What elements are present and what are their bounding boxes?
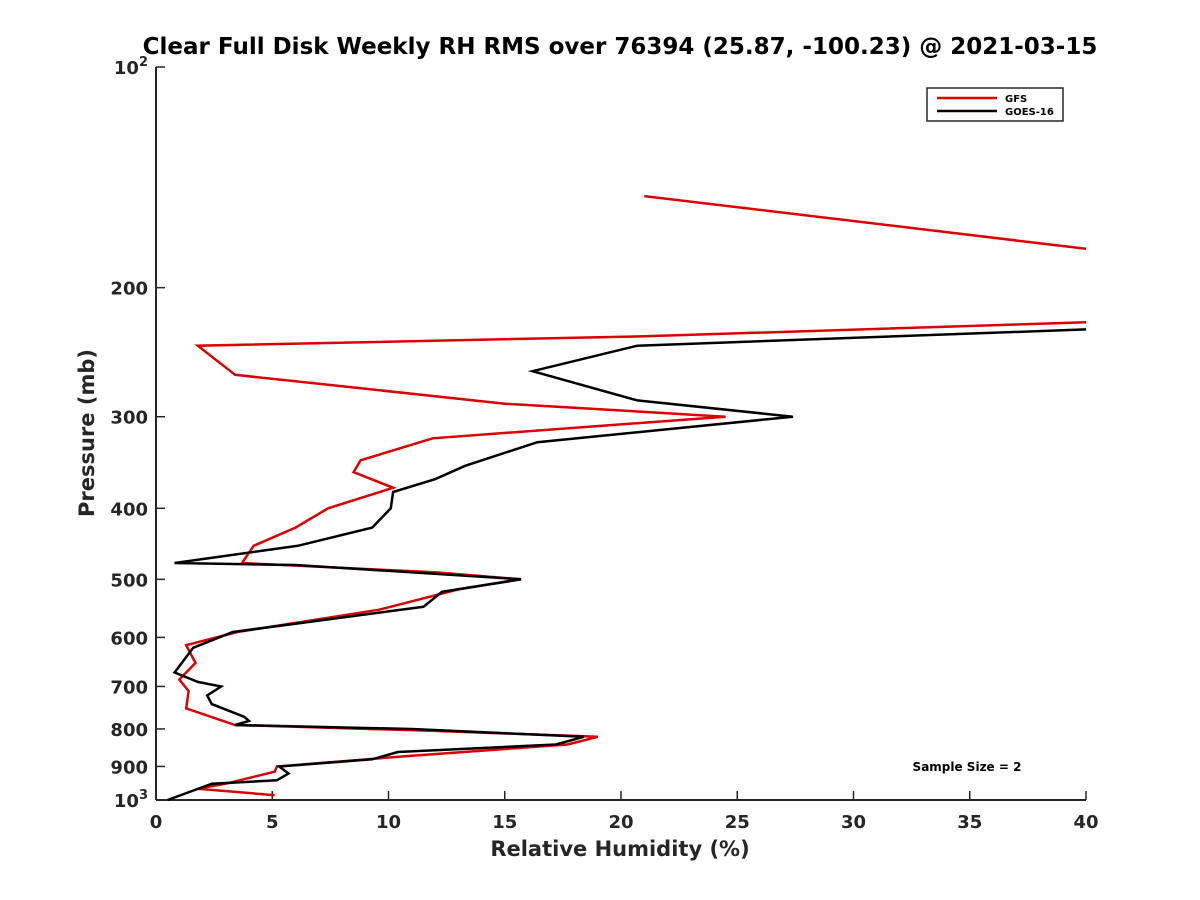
y-tick-label: 200 (110, 279, 148, 300)
x-tick-label: 35 (957, 812, 982, 833)
y-axis-label: Pressure (mb) (75, 349, 99, 517)
legend-entry: GFS (1005, 94, 1027, 105)
x-tick-label: 30 (841, 812, 866, 833)
y-tick-label: 103 (114, 788, 148, 812)
x-tick-label: 0 (150, 812, 163, 833)
x-tick-label: 15 (492, 812, 517, 833)
y-tick-label: 300 (110, 408, 148, 429)
series-line-gfs (644, 194, 1087, 251)
x-tick-label: 10 (376, 812, 401, 833)
y-tick-label: 800 (110, 720, 148, 741)
series-lines (167, 194, 1087, 802)
x-axis-label: Relative Humidity (%) (490, 837, 749, 861)
y-tick-label-base: 10 (114, 58, 139, 79)
x-tick-label: 40 (1073, 812, 1098, 833)
y-tick-label: 500 (110, 570, 148, 591)
axes: 0 5 10 15 20 25 30 35 40102200300400500600700800… (110, 55, 1098, 833)
y-tick-label: 900 (110, 757, 148, 778)
legend-entry: GOES-16 (1005, 107, 1054, 118)
legend: GFS GOES-16 (926, 87, 1064, 122)
y-tick-label: 600 (110, 628, 148, 649)
x-tick-label: 5 (266, 812, 279, 833)
legend-box (926, 87, 1064, 122)
chart-title: Clear Full Disk Weekly RH RMS over 76394… (143, 34, 1098, 60)
x-tick-label: 20 (608, 812, 633, 833)
y-tick-label: 102 (114, 55, 148, 79)
y-tick-label-base: 10 (114, 791, 139, 812)
y-tick-label-exponent: 3 (139, 788, 148, 803)
series-line-goes-16 (167, 328, 1087, 802)
x-tick-label: 25 (725, 812, 750, 833)
y-tick-label: 400 (110, 499, 148, 520)
y-tick-label-exponent: 2 (139, 55, 148, 70)
sample-size-annotation: Sample Size = 2 (913, 760, 1022, 774)
series-line-gfs (177, 321, 1087, 797)
y-tick-label: 700 (110, 677, 148, 698)
